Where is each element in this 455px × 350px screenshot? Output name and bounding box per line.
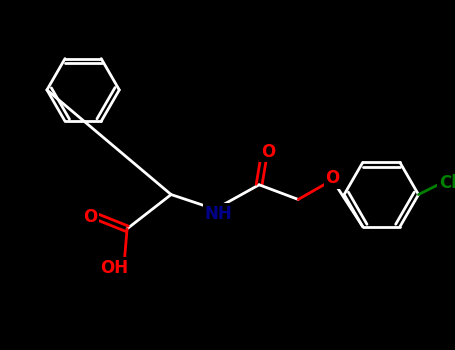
Text: O: O (261, 142, 275, 161)
Text: Cl: Cl (439, 174, 455, 192)
Text: OH: OH (101, 259, 128, 277)
Text: O: O (325, 169, 339, 187)
Text: O: O (83, 208, 97, 226)
Text: NH: NH (204, 205, 232, 223)
